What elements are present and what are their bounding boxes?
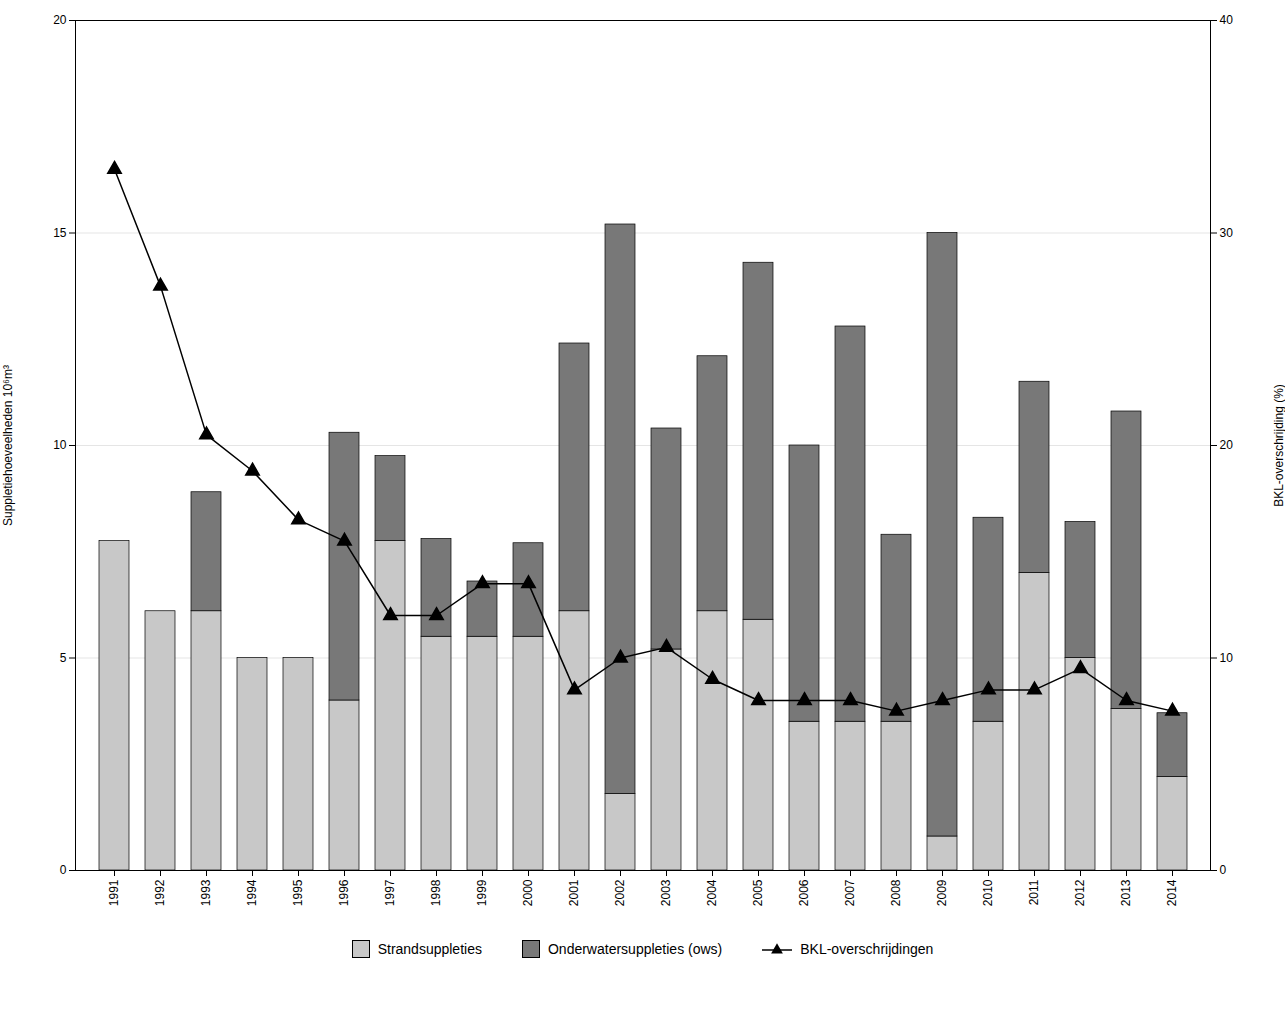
svg-text:1991: 1991: [107, 879, 121, 906]
svg-text:2004: 2004: [705, 879, 719, 906]
svg-text:1993: 1993: [199, 879, 213, 906]
svg-text:2010: 2010: [981, 879, 995, 906]
svg-text:0: 0: [1220, 863, 1227, 877]
svg-text:1995: 1995: [291, 879, 305, 906]
svg-text:2001: 2001: [567, 879, 581, 906]
svg-text:1998: 1998: [429, 879, 443, 906]
svg-text:1992: 1992: [153, 879, 167, 906]
svg-text:15: 15: [53, 226, 67, 240]
svg-text:2014: 2014: [1165, 879, 1179, 906]
svg-text:2012: 2012: [1073, 879, 1087, 906]
svg-text:2008: 2008: [889, 879, 903, 906]
svg-text:10: 10: [1220, 651, 1234, 665]
svg-text:5: 5: [60, 651, 67, 665]
svg-text:2006: 2006: [797, 879, 811, 906]
svg-text:1996: 1996: [337, 879, 351, 906]
svg-text:1997: 1997: [383, 879, 397, 906]
svg-text:2003: 2003: [659, 879, 673, 906]
svg-text:2011: 2011: [1027, 879, 1041, 905]
svg-text:2009: 2009: [935, 879, 949, 906]
svg-text:1999: 1999: [475, 879, 489, 906]
svg-text:2005: 2005: [751, 879, 765, 906]
svg-text:2007: 2007: [843, 879, 857, 906]
svg-text:10: 10: [53, 438, 67, 452]
svg-text:0: 0: [60, 863, 67, 877]
svg-text:2013: 2013: [1119, 879, 1133, 906]
svg-text:40: 40: [1220, 13, 1234, 27]
svg-text:2000: 2000: [521, 879, 535, 906]
svg-text:2002: 2002: [613, 879, 627, 906]
html-text:Strandsuppleties: Strandsuppleties: [377, 941, 482, 957]
svg-text:30: 30: [1220, 226, 1234, 240]
svg-text:1994: 1994: [245, 879, 259, 906]
svg-text:20: 20: [53, 13, 67, 27]
svg-text:Suppletiehoeveelheden 10⁶m³: Suppletiehoeveelheden 10⁶m³: [1, 365, 15, 526]
svg-text:BKL-overschrijding (%): BKL-overschrijding (%): [1272, 384, 1285, 507]
html-text:BKL-overschrijdingen: BKL-overschrijdingen: [800, 941, 934, 957]
html-text:Onderwatersuppleties (ows): Onderwatersuppleties (ows): [548, 941, 723, 957]
svg-text:20: 20: [1220, 438, 1234, 452]
